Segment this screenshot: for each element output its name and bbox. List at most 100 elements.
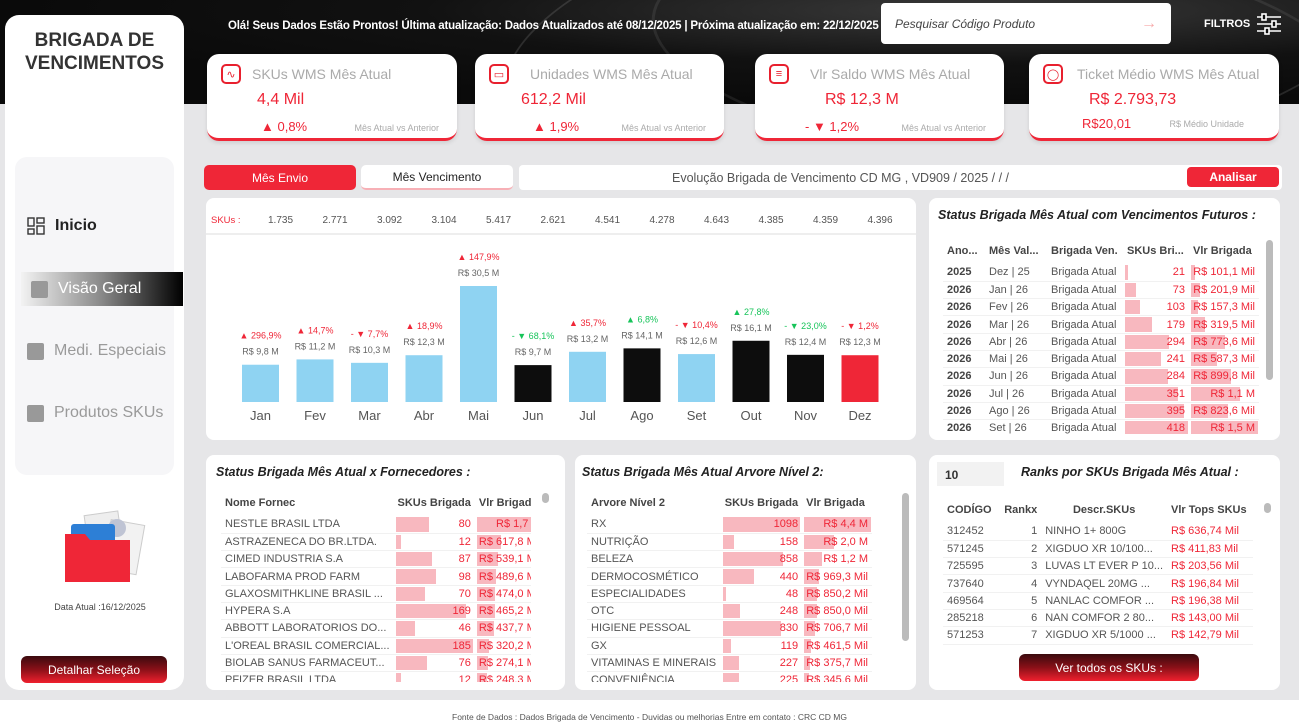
detail-selection-button[interactable]: Detalhar Seleção (21, 656, 167, 683)
column-header[interactable]: Arvore Nível 2 (591, 497, 665, 509)
bar-set[interactable] (678, 354, 715, 402)
bar-mai[interactable] (460, 286, 497, 402)
table-row[interactable]: 2026 Jun | 26 Brigada Atual 284 R$ 899,8 Mil (943, 367, 1259, 386)
cell-value: 1098 (773, 518, 799, 531)
cell-value: R$ 461,5 Mil (806, 639, 868, 652)
nav-item-medi-especiais[interactable]: Medi. Especiais (27, 334, 189, 368)
table-row[interactable]: ESPECIALIDADES 48 R$ 850,2 Mil (587, 585, 872, 603)
table-row[interactable]: 2025 Dez | 25 Brigada Atual 21 R$ 101,1 Mil (943, 264, 1259, 282)
future-expiry-panel: Status Brigada Mês Atual com Vencimentos… (929, 198, 1280, 440)
table-row[interactable]: 285218 6 NAN COMFOR 2 80... R$ 143,00 Mil (943, 609, 1253, 628)
table-row[interactable]: L'OREAL BRASIL COMERCIAL... 185 R$ 320,2 M… (221, 637, 531, 655)
column-header[interactable]: SKUs Brigada (724, 497, 799, 509)
table-cell: LUVAS LT EVER P 10... (1041, 557, 1168, 576)
bar-variation-label: ▲ 296,9% (240, 331, 282, 341)
bar-dez[interactable] (841, 355, 879, 402)
table-row[interactable]: 2026 Mai | 26 Brigada Atual 241 R$ 587,3 Mil (943, 350, 1259, 369)
table-row[interactable]: 2026 Abr | 26 Brigada Atual 294 R$ 773,6 Mil (943, 333, 1259, 351)
table-row[interactable]: 469564 5 NANLAC COMFOR ... R$ 196,38 Mil (943, 592, 1253, 610)
bar-abr[interactable] (405, 355, 443, 402)
scrollbar[interactable] (1266, 240, 1273, 380)
table-row[interactable]: BIOLAB SANUS FARMACEUT... 76 R$ 274,1 Mil (221, 654, 531, 673)
bar-jul[interactable] (569, 351, 606, 402)
column-header[interactable]: Mês Val... (989, 245, 1039, 257)
table-row[interactable]: ASTRAZENECA DO BR.LTDA. 12 R$ 617,8 Mil (221, 533, 531, 552)
arrow-right-icon[interactable]: → (1141, 14, 1157, 32)
table-cell: Brigada Atual (1047, 385, 1123, 403)
table-row[interactable]: 2026 Mar | 26 Brigada Atual 179 R$ 319,5 Mil (943, 315, 1259, 334)
bar-cell: R$ 465,2 Mil (474, 602, 531, 621)
bar-ago[interactable] (623, 348, 661, 402)
sku-count: 4.643 (704, 215, 729, 226)
top-n-input[interactable]: 10 (937, 462, 1004, 486)
column-header[interactable]: CODÍGO (947, 504, 992, 516)
table-row[interactable]: 2026 Fev | 26 Brigada Atual 103 R$ 157,3 Mil (943, 298, 1259, 317)
column-header[interactable]: Nome Fornec (225, 497, 296, 509)
table-row[interactable]: DERMOCOSMÉTICO 440 R$ 969,3 Mil (587, 567, 872, 586)
x-tick-label: Nov (794, 408, 818, 423)
column-header[interactable]: Vlr Brigada (806, 497, 865, 509)
bar-jan[interactable] (242, 364, 279, 402)
tab-mes-vencimento[interactable]: Mês Vencimento (361, 165, 513, 190)
table-row[interactable]: CIMED INDUSTRIA S.A 87 R$ 539,1 Mil (221, 550, 531, 569)
nav-item-produtos-skus[interactable]: Produtos SKUs (27, 396, 189, 430)
analyze-button[interactable]: Analisar (1187, 167, 1279, 187)
table-row[interactable]: LABOFARMA PROD FARM 98 R$ 489,6 Mil (221, 567, 531, 586)
bar-jun[interactable] (514, 365, 552, 402)
column-header[interactable]: Vlr Brigada (478, 497, 531, 509)
table-cell: 285218 (943, 609, 1001, 628)
column-header[interactable]: Vlr Tops SKUs (1171, 504, 1247, 516)
bar-value-label: R$ 16,1 M (730, 323, 772, 333)
table-row[interactable]: CONVENIÊNCIA 225 R$ 345,6 Mil (587, 671, 872, 682)
table-row[interactable]: PFIZER BRASIL LTDA 12 R$ 248,3 Mil (221, 671, 531, 682)
column-header[interactable]: Brigada Ven. (1051, 245, 1118, 257)
table-row[interactable]: 571245 2 XIGDUO XR 10/100... R$ 411,83 Mil (943, 540, 1253, 559)
bar-fev[interactable] (296, 359, 334, 402)
table-row[interactable]: HYPERA S.A 169 R$ 465,2 Mil (221, 602, 531, 621)
table-row[interactable]: RX 1098 R$ 4,4 M (587, 516, 872, 534)
table-row[interactable]: 2026 Ago | 26 Brigada Atual 395 R$ 823,6 Mil (943, 402, 1259, 421)
kpi-title: SKUs WMS Mês Atual (252, 66, 392, 82)
column-header[interactable]: Rankx (1004, 504, 1038, 516)
table-row[interactable]: GLAXOSMITHKLINE BRASIL ... 70 R$ 474,0 Mil (221, 585, 531, 603)
column-header[interactable]: SKUs Brigada (397, 497, 471, 509)
chat-icon: ◯ (1043, 64, 1063, 84)
suppliers-panel: Status Brigada Mês Atual x Fornecedores … (206, 455, 565, 690)
table-row[interactable]: ABBOTT LABORATORIOS DO... 46 R$ 437,7 Mil (221, 619, 531, 638)
table-row[interactable]: 571253 7 XIGDUO XR 5/1000 ... R$ 142,79 Mil (943, 626, 1253, 645)
table-cell: R$ 411,83 Mil (1167, 540, 1253, 559)
nav-item-visao-geral[interactable]: Visão Geral (21, 272, 183, 306)
cell-value: R$ 4,4 M (823, 518, 868, 531)
column-header[interactable]: SKUs Bri... (1127, 245, 1184, 257)
filters-button[interactable]: FILTROS (1204, 12, 1282, 36)
table-row[interactable]: HIGIENE PESSOAL 830 R$ 706,7 Mil (587, 619, 872, 638)
scrollbar[interactable] (1264, 503, 1271, 513)
table-cell: 2025 (943, 264, 985, 282)
column-header[interactable]: Vlr Brigada (1193, 245, 1252, 257)
view-all-skus-button[interactable]: Ver todos os SKUs : (1019, 654, 1199, 681)
table-row[interactable]: OTC 248 R$ 850,0 Mil (587, 602, 872, 621)
table-cell: 737640 (943, 574, 1001, 593)
bar-mar[interactable] (351, 362, 388, 402)
column-header[interactable]: Ano... (947, 245, 978, 257)
table-row[interactable]: 2026 Set | 26 Brigada Atual 418 R$ 1,5 M (943, 419, 1259, 434)
cell-value: R$ 587,3 Mil (1193, 353, 1255, 366)
nav-item-inicio[interactable]: Inicio (27, 209, 189, 243)
scrollbar[interactable] (902, 493, 909, 641)
table-row[interactable]: 725595 3 LUVAS LT EVER P 10... R$ 203,56 Mi… (943, 557, 1253, 576)
table-row[interactable]: NESTLE BRASIL LTDA 80 R$ 1,7 M (221, 516, 531, 534)
bar-out[interactable] (732, 340, 770, 402)
table-row[interactable]: GX 119 R$ 461,5 Mil (587, 637, 872, 655)
table-row[interactable]: 2026 Jul | 26 Brigada Atual 351 R$ 1,1 M (943, 385, 1259, 403)
table-row[interactable]: 312452 1 NINHO 1+ 800G R$ 636,74 Mil (943, 523, 1253, 541)
table-row[interactable]: 737640 4 VYNDAQEL 20MG ... R$ 196,84 Mil (943, 574, 1253, 593)
table-row[interactable]: BELEZA 858 R$ 1,2 M (587, 550, 872, 569)
column-header[interactable]: Descr.SKUs (1072, 504, 1136, 516)
scrollbar[interactable] (542, 493, 549, 503)
bar-nov[interactable] (787, 354, 824, 402)
table-row[interactable]: VITAMINAS E MINERAIS 227 R$ 375,7 Mil (587, 654, 872, 673)
product-search-input[interactable]: Pesquisar Código Produto → (881, 3, 1171, 44)
table-row[interactable]: 2026 Jan | 26 Brigada Atual 73 R$ 201,9 Mil (943, 281, 1259, 300)
table-row[interactable]: NUTRIÇÃO 158 R$ 2,0 M (587, 533, 872, 552)
tab-mes-envio[interactable]: Mês Envio (204, 165, 356, 190)
